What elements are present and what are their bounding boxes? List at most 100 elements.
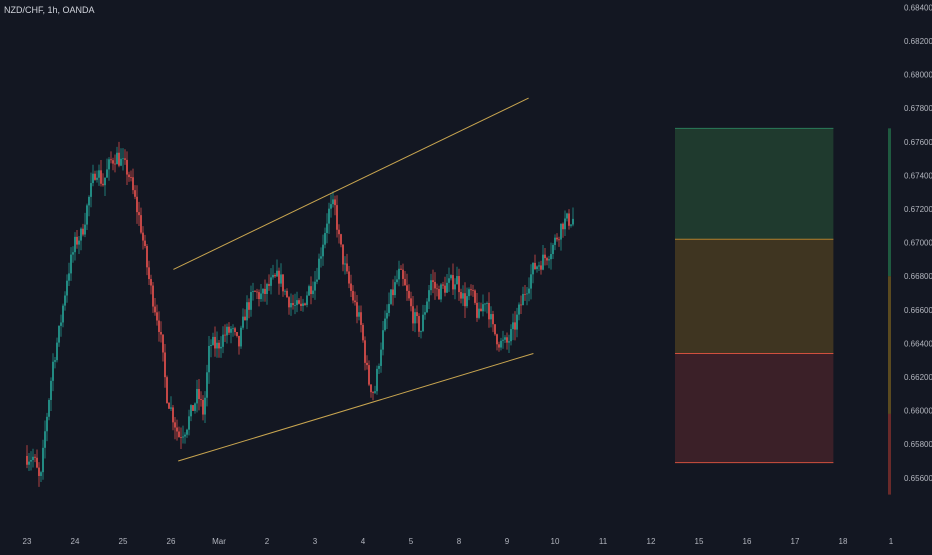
channel-line-0[interactable] — [173, 97, 529, 270]
candle[interactable] — [522, 286, 524, 306]
candle[interactable] — [36, 449, 38, 469]
candle[interactable] — [204, 391, 206, 424]
candle[interactable] — [426, 298, 428, 314]
candle[interactable] — [472, 284, 474, 297]
candle[interactable] — [490, 306, 492, 328]
candle[interactable] — [132, 168, 134, 195]
candle[interactable] — [288, 296, 290, 315]
candle[interactable] — [280, 263, 282, 287]
candle[interactable] — [234, 326, 236, 336]
candle[interactable] — [510, 324, 512, 346]
candle[interactable] — [244, 309, 246, 321]
candle[interactable] — [40, 470, 42, 483]
candle[interactable] — [112, 157, 114, 171]
candle[interactable] — [100, 159, 102, 187]
candle[interactable] — [540, 260, 542, 275]
candle[interactable] — [546, 256, 548, 266]
candle[interactable] — [170, 396, 172, 412]
candle[interactable] — [368, 360, 370, 387]
candle[interactable] — [52, 353, 54, 392]
candle[interactable] — [536, 265, 538, 273]
candle[interactable] — [314, 271, 316, 300]
candle[interactable] — [82, 223, 84, 237]
candle[interactable] — [108, 157, 110, 181]
candle[interactable] — [196, 379, 198, 413]
candle[interactable] — [102, 173, 104, 187]
candle[interactable] — [308, 284, 310, 297]
candle[interactable] — [566, 212, 568, 222]
candle[interactable] — [342, 244, 344, 272]
candle[interactable] — [120, 148, 122, 167]
candle[interactable] — [302, 298, 304, 312]
candle[interactable] — [382, 320, 384, 356]
candle[interactable] — [452, 263, 454, 295]
candle[interactable] — [434, 272, 436, 300]
candle[interactable] — [376, 365, 378, 395]
candle[interactable] — [332, 191, 334, 208]
candle[interactable] — [568, 209, 570, 230]
candle[interactable] — [428, 285, 430, 309]
candle[interactable] — [328, 202, 330, 234]
candle[interactable] — [438, 285, 440, 300]
candle[interactable] — [148, 260, 150, 285]
candle[interactable] — [264, 279, 266, 302]
candle[interactable] — [142, 226, 144, 250]
candle[interactable] — [554, 234, 556, 251]
candle[interactable] — [388, 292, 390, 317]
candle[interactable] — [500, 337, 502, 351]
candle[interactable] — [370, 384, 372, 398]
candle[interactable] — [68, 262, 70, 287]
candle[interactable] — [290, 293, 292, 316]
candle[interactable] — [60, 314, 62, 337]
candle[interactable] — [94, 170, 96, 181]
zone-entry[interactable] — [675, 239, 834, 354]
candle[interactable] — [44, 420, 46, 459]
candle[interactable] — [184, 432, 186, 444]
candle[interactable] — [334, 195, 336, 216]
candle[interactable] — [276, 259, 278, 278]
candle[interactable] — [432, 269, 434, 294]
candle[interactable] — [272, 264, 274, 280]
candle[interactable] — [198, 378, 200, 411]
candle[interactable] — [262, 288, 264, 302]
candle[interactable] — [406, 273, 408, 301]
candle[interactable] — [552, 243, 554, 259]
candle[interactable] — [164, 343, 166, 388]
candle[interactable] — [122, 148, 124, 171]
candle[interactable] — [178, 426, 180, 438]
candle[interactable] — [90, 172, 92, 208]
candle[interactable] — [190, 404, 192, 422]
candle[interactable] — [392, 279, 394, 306]
candle[interactable] — [296, 291, 298, 313]
candle[interactable] — [294, 293, 296, 315]
candle[interactable] — [74, 232, 76, 261]
candle[interactable] — [104, 177, 106, 196]
candle[interactable] — [526, 286, 528, 306]
candle[interactable] — [284, 289, 286, 296]
candle[interactable] — [532, 262, 534, 284]
candle[interactable] — [42, 439, 44, 480]
candle[interactable] — [450, 274, 452, 281]
candle[interactable] — [558, 236, 560, 247]
candle[interactable] — [212, 332, 214, 346]
candle[interactable] — [506, 332, 508, 350]
candle[interactable] — [62, 303, 64, 328]
candle[interactable] — [128, 171, 130, 182]
candle[interactable] — [192, 405, 194, 411]
candle[interactable] — [168, 401, 170, 409]
candle[interactable] — [478, 302, 480, 320]
candle[interactable] — [468, 287, 470, 301]
candle[interactable] — [560, 223, 562, 251]
candle[interactable] — [460, 288, 462, 304]
candle[interactable] — [250, 285, 252, 317]
candle[interactable] — [252, 282, 254, 301]
candle[interactable] — [564, 210, 566, 237]
candle[interactable] — [464, 282, 466, 318]
candle[interactable] — [208, 336, 210, 384]
candle[interactable] — [32, 448, 34, 468]
candle[interactable] — [442, 281, 444, 289]
candle[interactable] — [176, 419, 178, 441]
candle[interactable] — [136, 185, 138, 224]
candle[interactable] — [338, 224, 340, 244]
